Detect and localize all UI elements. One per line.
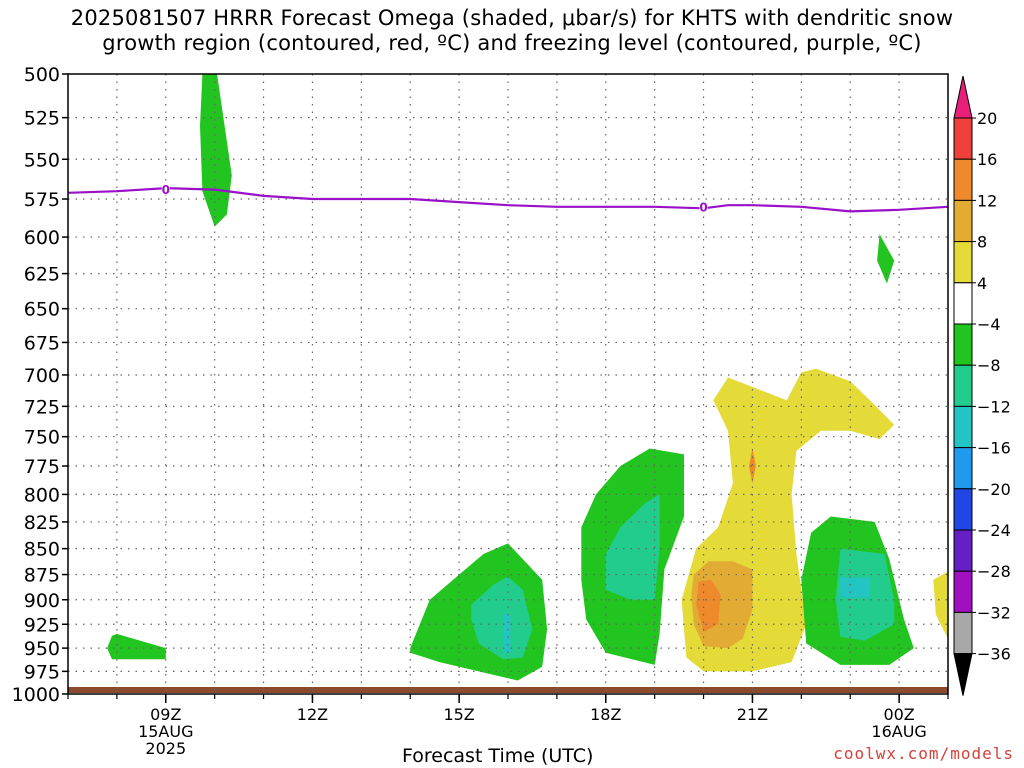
colorbar-label: 4 xyxy=(977,274,987,293)
omega-shaded-regions xyxy=(107,74,948,681)
y-tick-label: 700 xyxy=(24,365,60,387)
y-tick-label: 750 xyxy=(24,427,60,449)
y-tick-label: 775 xyxy=(24,456,60,478)
x-tick-label: 15AUG xyxy=(138,722,193,741)
colorbar-swatch xyxy=(953,117,973,160)
colorbar-label: 8 xyxy=(977,233,987,252)
y-tick-label: 575 xyxy=(24,189,60,211)
contour-label-bg xyxy=(699,200,708,212)
y-tick-label: 875 xyxy=(24,565,60,587)
colorbar-swatch xyxy=(953,241,973,284)
x-tick-label: 21Z xyxy=(737,705,768,724)
x-axis-label: Forecast Time (UTC) xyxy=(402,745,594,767)
colorbar-label: 12 xyxy=(977,191,997,210)
y-tick-label: 825 xyxy=(24,512,60,534)
y-axis-pressure: 500 525 550 575 600 625 650 675 700 725 750 775 800 8… xyxy=(12,64,68,706)
contour-label: 0 xyxy=(699,200,707,214)
contour-label: 0 xyxy=(162,183,170,197)
colorbar-label: −12 xyxy=(977,397,1011,416)
y-tick-label: 950 xyxy=(24,638,60,660)
colorbar-label: −28 xyxy=(977,562,1011,581)
omega-region xyxy=(503,614,511,653)
y-tick-label: 600 xyxy=(24,227,60,249)
colorbar-label: 20 xyxy=(977,109,997,128)
y-tick-label: 900 xyxy=(24,590,60,612)
chart-title: 2025081507 HRRR Forecast Omega (shaded, … xyxy=(70,6,954,55)
y-tick-label: 550 xyxy=(24,149,60,171)
colorbar: 20 16 12 8 4 −4 −8 −12 −16 −20 −24 −28 −32 −36 xyxy=(953,75,1011,696)
colorbar-top-arrow xyxy=(953,75,973,119)
y-tick-label: 625 xyxy=(24,264,60,286)
x-tick-label: 15Z xyxy=(443,705,474,724)
y-tick-label: 800 xyxy=(24,484,60,506)
colorbar-label: −16 xyxy=(977,439,1011,458)
colorbar-swatch xyxy=(953,323,973,366)
colorbar-label: −36 xyxy=(977,645,1011,664)
x-tick-label: 09Z xyxy=(150,705,181,724)
y-tick-label: 525 xyxy=(24,108,60,130)
x-tick-label: 12Z xyxy=(297,705,328,724)
colorbar-label: −4 xyxy=(977,315,1001,334)
omega-region xyxy=(200,74,232,227)
colorbar-swatch xyxy=(953,158,973,201)
credit-text: coolwx.com/models xyxy=(833,744,1014,763)
omega-region xyxy=(840,577,870,598)
colorbar-swatch xyxy=(953,447,973,490)
x-tick-label: 2025 xyxy=(145,739,186,758)
contour-label-bg xyxy=(161,183,170,195)
freezing-level-line xyxy=(67,186,949,213)
omega-region xyxy=(471,576,533,660)
omega-region xyxy=(749,448,756,484)
colorbar-swatch xyxy=(953,529,973,572)
colorbar-label: −24 xyxy=(977,521,1011,540)
omega-region xyxy=(696,579,721,632)
y-tick-label: 675 xyxy=(24,332,60,354)
y-tick-label: 975 xyxy=(24,661,60,683)
colorbar-bottom-arrow xyxy=(953,653,973,696)
omega-region xyxy=(933,571,948,639)
y-tick-label: 925 xyxy=(24,614,60,636)
y-tick-label: 500 xyxy=(24,64,60,86)
omega-region xyxy=(605,494,660,600)
y-tick-label: 725 xyxy=(24,396,60,418)
colorbar-label: 16 xyxy=(977,150,997,169)
y-tick-label: 650 xyxy=(24,299,60,321)
colorbar-swatch xyxy=(953,199,973,243)
colorbar-swatch xyxy=(953,611,973,655)
x-tick-label: 00Z xyxy=(883,705,914,724)
x-tick-label: 18Z xyxy=(590,705,621,724)
y-tick-label: 850 xyxy=(24,539,60,561)
x-tick-label: 16AUG xyxy=(871,722,926,741)
colorbar-swatch xyxy=(953,364,973,407)
colorbar-swatch xyxy=(953,282,973,325)
omega-region xyxy=(877,234,895,284)
colorbar-label: −8 xyxy=(977,356,1001,375)
colorbar-label: −32 xyxy=(977,603,1011,622)
colorbar-swatch xyxy=(953,405,973,449)
colorbar-swatch xyxy=(953,570,973,613)
y-tick-label: 1000 xyxy=(12,684,60,706)
colorbar-label: −20 xyxy=(977,480,1011,499)
colorbar-swatch xyxy=(953,488,973,531)
omega-region xyxy=(107,633,166,660)
freezing-level-contour: 00 xyxy=(67,183,949,214)
